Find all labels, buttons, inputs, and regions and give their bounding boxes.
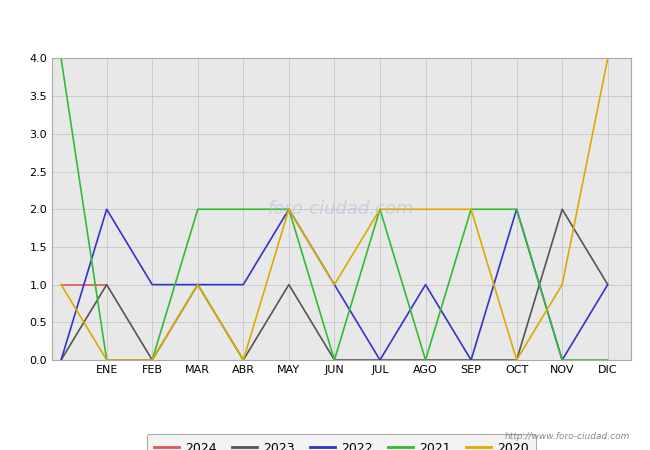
Text: Matriculaciones de Vehiculos en Villanueva de las Manzanas: Matriculaciones de Vehiculos en Villanue… (103, 16, 547, 31)
Text: http://www.foro-ciudad.com: http://www.foro-ciudad.com (505, 432, 630, 441)
Text: foro-ciudad.com: foro-ciudad.com (268, 200, 415, 218)
Legend: 2024, 2023, 2022, 2021, 2020: 2024, 2023, 2022, 2021, 2020 (146, 434, 536, 450)
